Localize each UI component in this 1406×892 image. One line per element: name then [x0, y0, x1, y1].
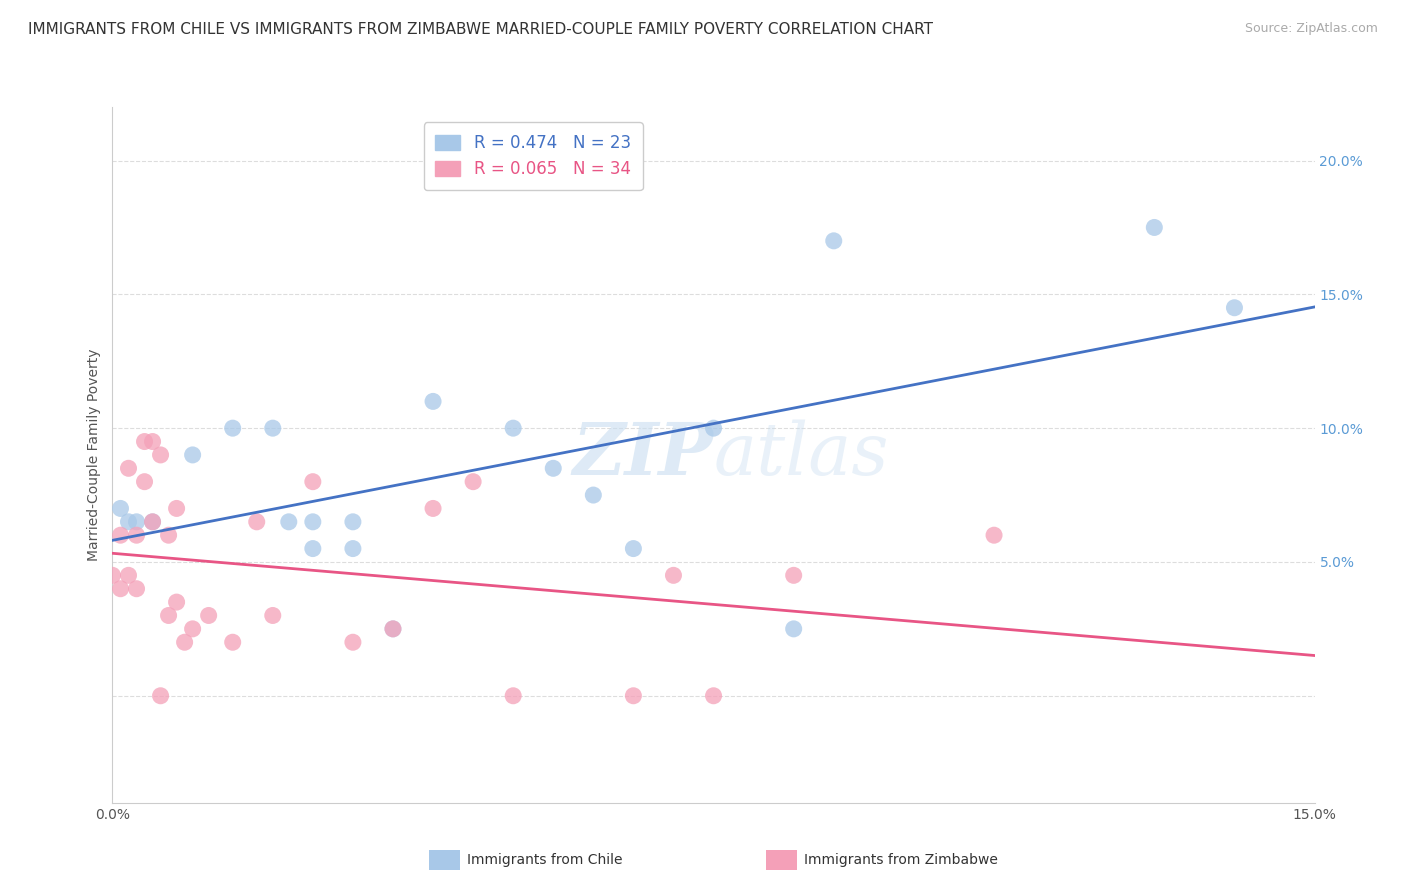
Point — [117, 568, 139, 582]
Point — [197, 608, 219, 623]
Point — [125, 582, 148, 596]
Point — [149, 448, 172, 462]
Point — [502, 421, 524, 435]
Point — [662, 568, 685, 582]
Text: ZIP: ZIP — [572, 419, 713, 491]
Point — [1143, 220, 1166, 235]
Point — [823, 234, 845, 248]
Point — [543, 461, 565, 475]
Point — [342, 541, 364, 556]
Point — [621, 689, 644, 703]
Text: Source: ZipAtlas.com: Source: ZipAtlas.com — [1244, 22, 1378, 36]
Point — [157, 528, 180, 542]
Point — [125, 515, 148, 529]
Point — [110, 501, 132, 516]
Text: IMMIGRANTS FROM CHILE VS IMMIGRANTS FROM ZIMBABWE MARRIED-COUPLE FAMILY POVERTY : IMMIGRANTS FROM CHILE VS IMMIGRANTS FROM… — [28, 22, 934, 37]
Point — [1223, 301, 1246, 315]
Point — [382, 622, 405, 636]
Text: Immigrants from Chile: Immigrants from Chile — [467, 853, 623, 867]
Text: atlas: atlas — [713, 419, 889, 491]
Y-axis label: Married-Couple Family Poverty: Married-Couple Family Poverty — [87, 349, 101, 561]
Point — [157, 608, 180, 623]
Point — [782, 568, 804, 582]
Point — [702, 689, 725, 703]
Point — [166, 595, 188, 609]
Point — [101, 568, 124, 582]
Point — [621, 541, 644, 556]
Point — [141, 515, 163, 529]
Point — [134, 434, 156, 449]
Point — [262, 608, 284, 623]
Point — [222, 635, 245, 649]
Point — [110, 582, 132, 596]
Point — [502, 689, 524, 703]
Point — [382, 622, 405, 636]
Point — [117, 515, 139, 529]
Point — [125, 528, 148, 542]
Point — [302, 515, 325, 529]
Point — [117, 461, 139, 475]
Legend: R = 0.474   N = 23, R = 0.065   N = 34: R = 0.474 N = 23, R = 0.065 N = 34 — [423, 122, 643, 190]
Point — [422, 501, 444, 516]
Point — [461, 475, 484, 489]
Point — [983, 528, 1005, 542]
Point — [134, 475, 156, 489]
Point — [277, 515, 299, 529]
Point — [222, 421, 245, 435]
Point — [262, 421, 284, 435]
Point — [342, 515, 364, 529]
Point — [422, 394, 444, 409]
Text: Immigrants from Zimbabwe: Immigrants from Zimbabwe — [804, 853, 998, 867]
Point — [342, 635, 364, 649]
Point — [181, 622, 204, 636]
Point — [173, 635, 195, 649]
Point — [166, 501, 188, 516]
Point — [141, 515, 163, 529]
Point — [181, 448, 204, 462]
Point — [141, 434, 163, 449]
Point — [582, 488, 605, 502]
Point — [782, 622, 804, 636]
Point — [302, 475, 325, 489]
Point — [702, 421, 725, 435]
Point — [110, 528, 132, 542]
Point — [246, 515, 269, 529]
Point — [302, 541, 325, 556]
Point — [149, 689, 172, 703]
